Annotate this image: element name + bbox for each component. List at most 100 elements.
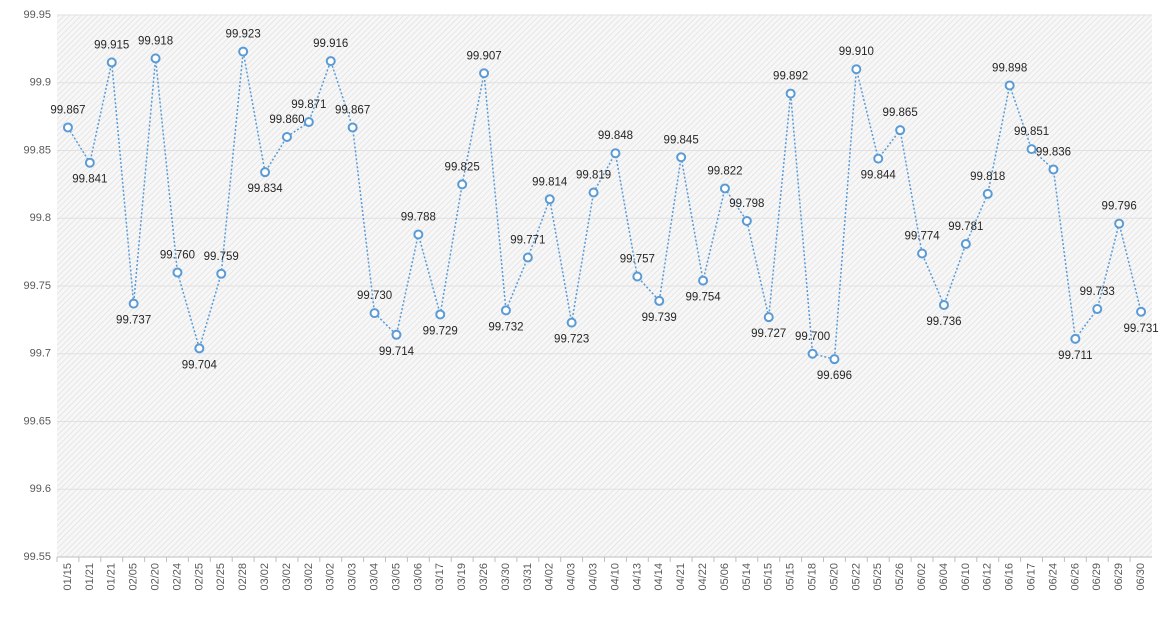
data-label: 99.836 xyxy=(1036,147,1071,159)
data-point xyxy=(500,305,511,316)
x-tick-label: 03/05 xyxy=(390,563,402,591)
x-tick-label: 02/25 xyxy=(215,563,227,591)
data-label: 99.848 xyxy=(598,130,633,142)
data-point xyxy=(479,68,490,79)
data-point xyxy=(698,275,709,286)
data-label: 99.723 xyxy=(554,334,589,346)
x-tick-label: 03/02 xyxy=(259,563,271,591)
x-tick-label: 03/02 xyxy=(325,563,337,591)
data-point xyxy=(566,317,577,328)
data-label: 99.871 xyxy=(291,99,326,111)
y-tick-label: 99.75 xyxy=(23,280,51,292)
data-label: 99.916 xyxy=(313,38,348,50)
x-tick-label: 06/24 xyxy=(1047,563,1059,591)
data-label: 99.727 xyxy=(751,328,786,340)
data-point xyxy=(325,56,336,67)
x-tick-label: 04/21 xyxy=(675,563,687,591)
x-tick-label: 04/02 xyxy=(544,563,556,591)
data-label: 99.757 xyxy=(620,254,655,266)
data-point xyxy=(1026,144,1037,155)
data-label: 99.711 xyxy=(1058,350,1092,362)
data-label: 99.841 xyxy=(72,174,107,186)
data-point xyxy=(895,125,906,136)
series-line xyxy=(67,51,1142,361)
data-label: 99.739 xyxy=(642,312,677,324)
data-label: 99.845 xyxy=(664,134,699,146)
data-label: 99.907 xyxy=(466,50,501,62)
x-tick-label: 06/16 xyxy=(1004,563,1016,591)
data-point xyxy=(544,194,555,205)
data-label: 99.696 xyxy=(817,370,852,382)
x-tick-label: 05/20 xyxy=(828,563,840,591)
x-tick-label: 06/30 xyxy=(1135,563,1147,591)
data-point xyxy=(1004,80,1015,91)
x-tick-label: 02/20 xyxy=(149,563,161,591)
data-label: 99.898 xyxy=(992,62,1027,74)
y-tick-label: 99.7 xyxy=(30,348,51,360)
data-point xyxy=(1136,306,1147,317)
x-tick-label: 03/19 xyxy=(456,563,468,591)
data-point xyxy=(785,88,796,99)
x-tick-label: 01/21 xyxy=(106,563,118,591)
data-label: 99.737 xyxy=(116,315,151,327)
data-point xyxy=(435,309,446,320)
x-tick-label: 03/06 xyxy=(412,563,424,591)
data-point xyxy=(216,268,227,279)
x-tick-label: 05/25 xyxy=(872,563,884,591)
data-label: 99.759 xyxy=(204,251,239,263)
x-tick-label: 05/14 xyxy=(741,563,753,591)
x-tick-label: 03/17 xyxy=(434,563,446,591)
x-tick-label: 02/28 xyxy=(237,563,249,591)
y-tick-label: 99.85 xyxy=(23,144,51,156)
data-point xyxy=(960,238,971,249)
data-label: 99.915 xyxy=(94,39,129,51)
data-label: 99.818 xyxy=(970,171,1005,183)
data-point xyxy=(807,348,818,359)
data-point xyxy=(917,248,928,259)
data-point xyxy=(829,354,840,365)
x-tick-label: 05/18 xyxy=(806,563,818,591)
x-tick-label: 03/02 xyxy=(303,563,315,591)
x-tick-label: 02/25 xyxy=(193,563,205,591)
x-tick-label: 02/05 xyxy=(128,563,140,591)
x-tick-label: 05/26 xyxy=(894,563,906,591)
data-point xyxy=(1092,304,1103,315)
data-label: 99.822 xyxy=(707,165,742,177)
x-tick-label: 01/21 xyxy=(84,563,96,591)
x-tick-label: 03/30 xyxy=(500,563,512,591)
data-label: 99.760 xyxy=(160,249,195,261)
x-tick-label: 05/15 xyxy=(785,563,797,591)
data-label: 99.736 xyxy=(926,316,961,328)
x-tick-label: 04/03 xyxy=(587,563,599,591)
data-point xyxy=(369,308,380,319)
data-point xyxy=(106,57,117,68)
y-tick-label: 99.65 xyxy=(23,415,51,427)
data-label: 99.860 xyxy=(269,114,304,126)
x-tick-label: 04/03 xyxy=(566,563,578,591)
data-label: 99.729 xyxy=(423,325,458,337)
data-label: 99.867 xyxy=(50,104,85,116)
data-label: 99.844 xyxy=(861,170,897,182)
x-tick-label: 03/03 xyxy=(347,563,359,591)
x-tick-label: 04/13 xyxy=(631,563,643,591)
data-point xyxy=(347,122,358,133)
data-label: 99.704 xyxy=(182,359,218,371)
data-label: 99.714 xyxy=(379,346,415,358)
data-label: 99.788 xyxy=(401,212,436,224)
y-tick-label: 99.95 xyxy=(23,9,51,21)
x-tick-label: 03/02 xyxy=(281,563,293,591)
data-label: 99.774 xyxy=(904,231,940,243)
data-point xyxy=(654,295,665,306)
data-point xyxy=(676,152,687,163)
data-point xyxy=(588,187,599,198)
data-label: 99.867 xyxy=(335,104,370,116)
data-label: 99.825 xyxy=(445,161,480,173)
data-label: 99.918 xyxy=(138,35,173,47)
data-point xyxy=(873,153,884,164)
x-tick-label: 06/12 xyxy=(982,563,994,591)
data-label: 99.731 xyxy=(1123,323,1158,335)
data-point xyxy=(172,267,183,278)
data-label: 99.781 xyxy=(948,221,983,233)
y-tick-label: 99.9 xyxy=(30,77,51,89)
